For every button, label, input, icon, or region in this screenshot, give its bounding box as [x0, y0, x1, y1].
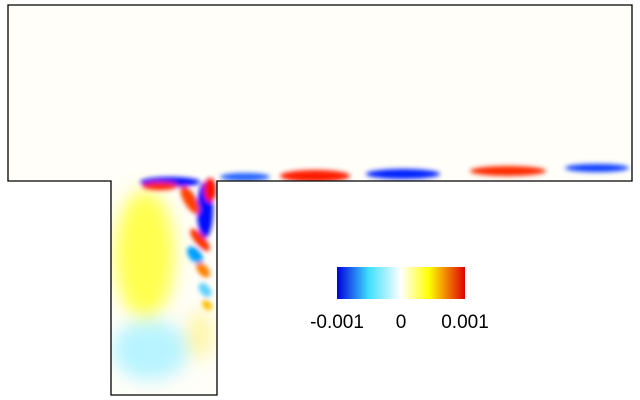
colorbar-tick-label: -0.001 — [310, 312, 364, 333]
flow-field — [8, 5, 632, 395]
domain-outline — [7, 4, 633, 396]
colorbar: -0.001 0 0.001 — [310, 267, 489, 333]
colorbar-gradient — [337, 267, 465, 299]
colorbar-tick-label: 0 — [396, 312, 407, 333]
colorbar-tick-label: 0.001 — [441, 312, 489, 333]
